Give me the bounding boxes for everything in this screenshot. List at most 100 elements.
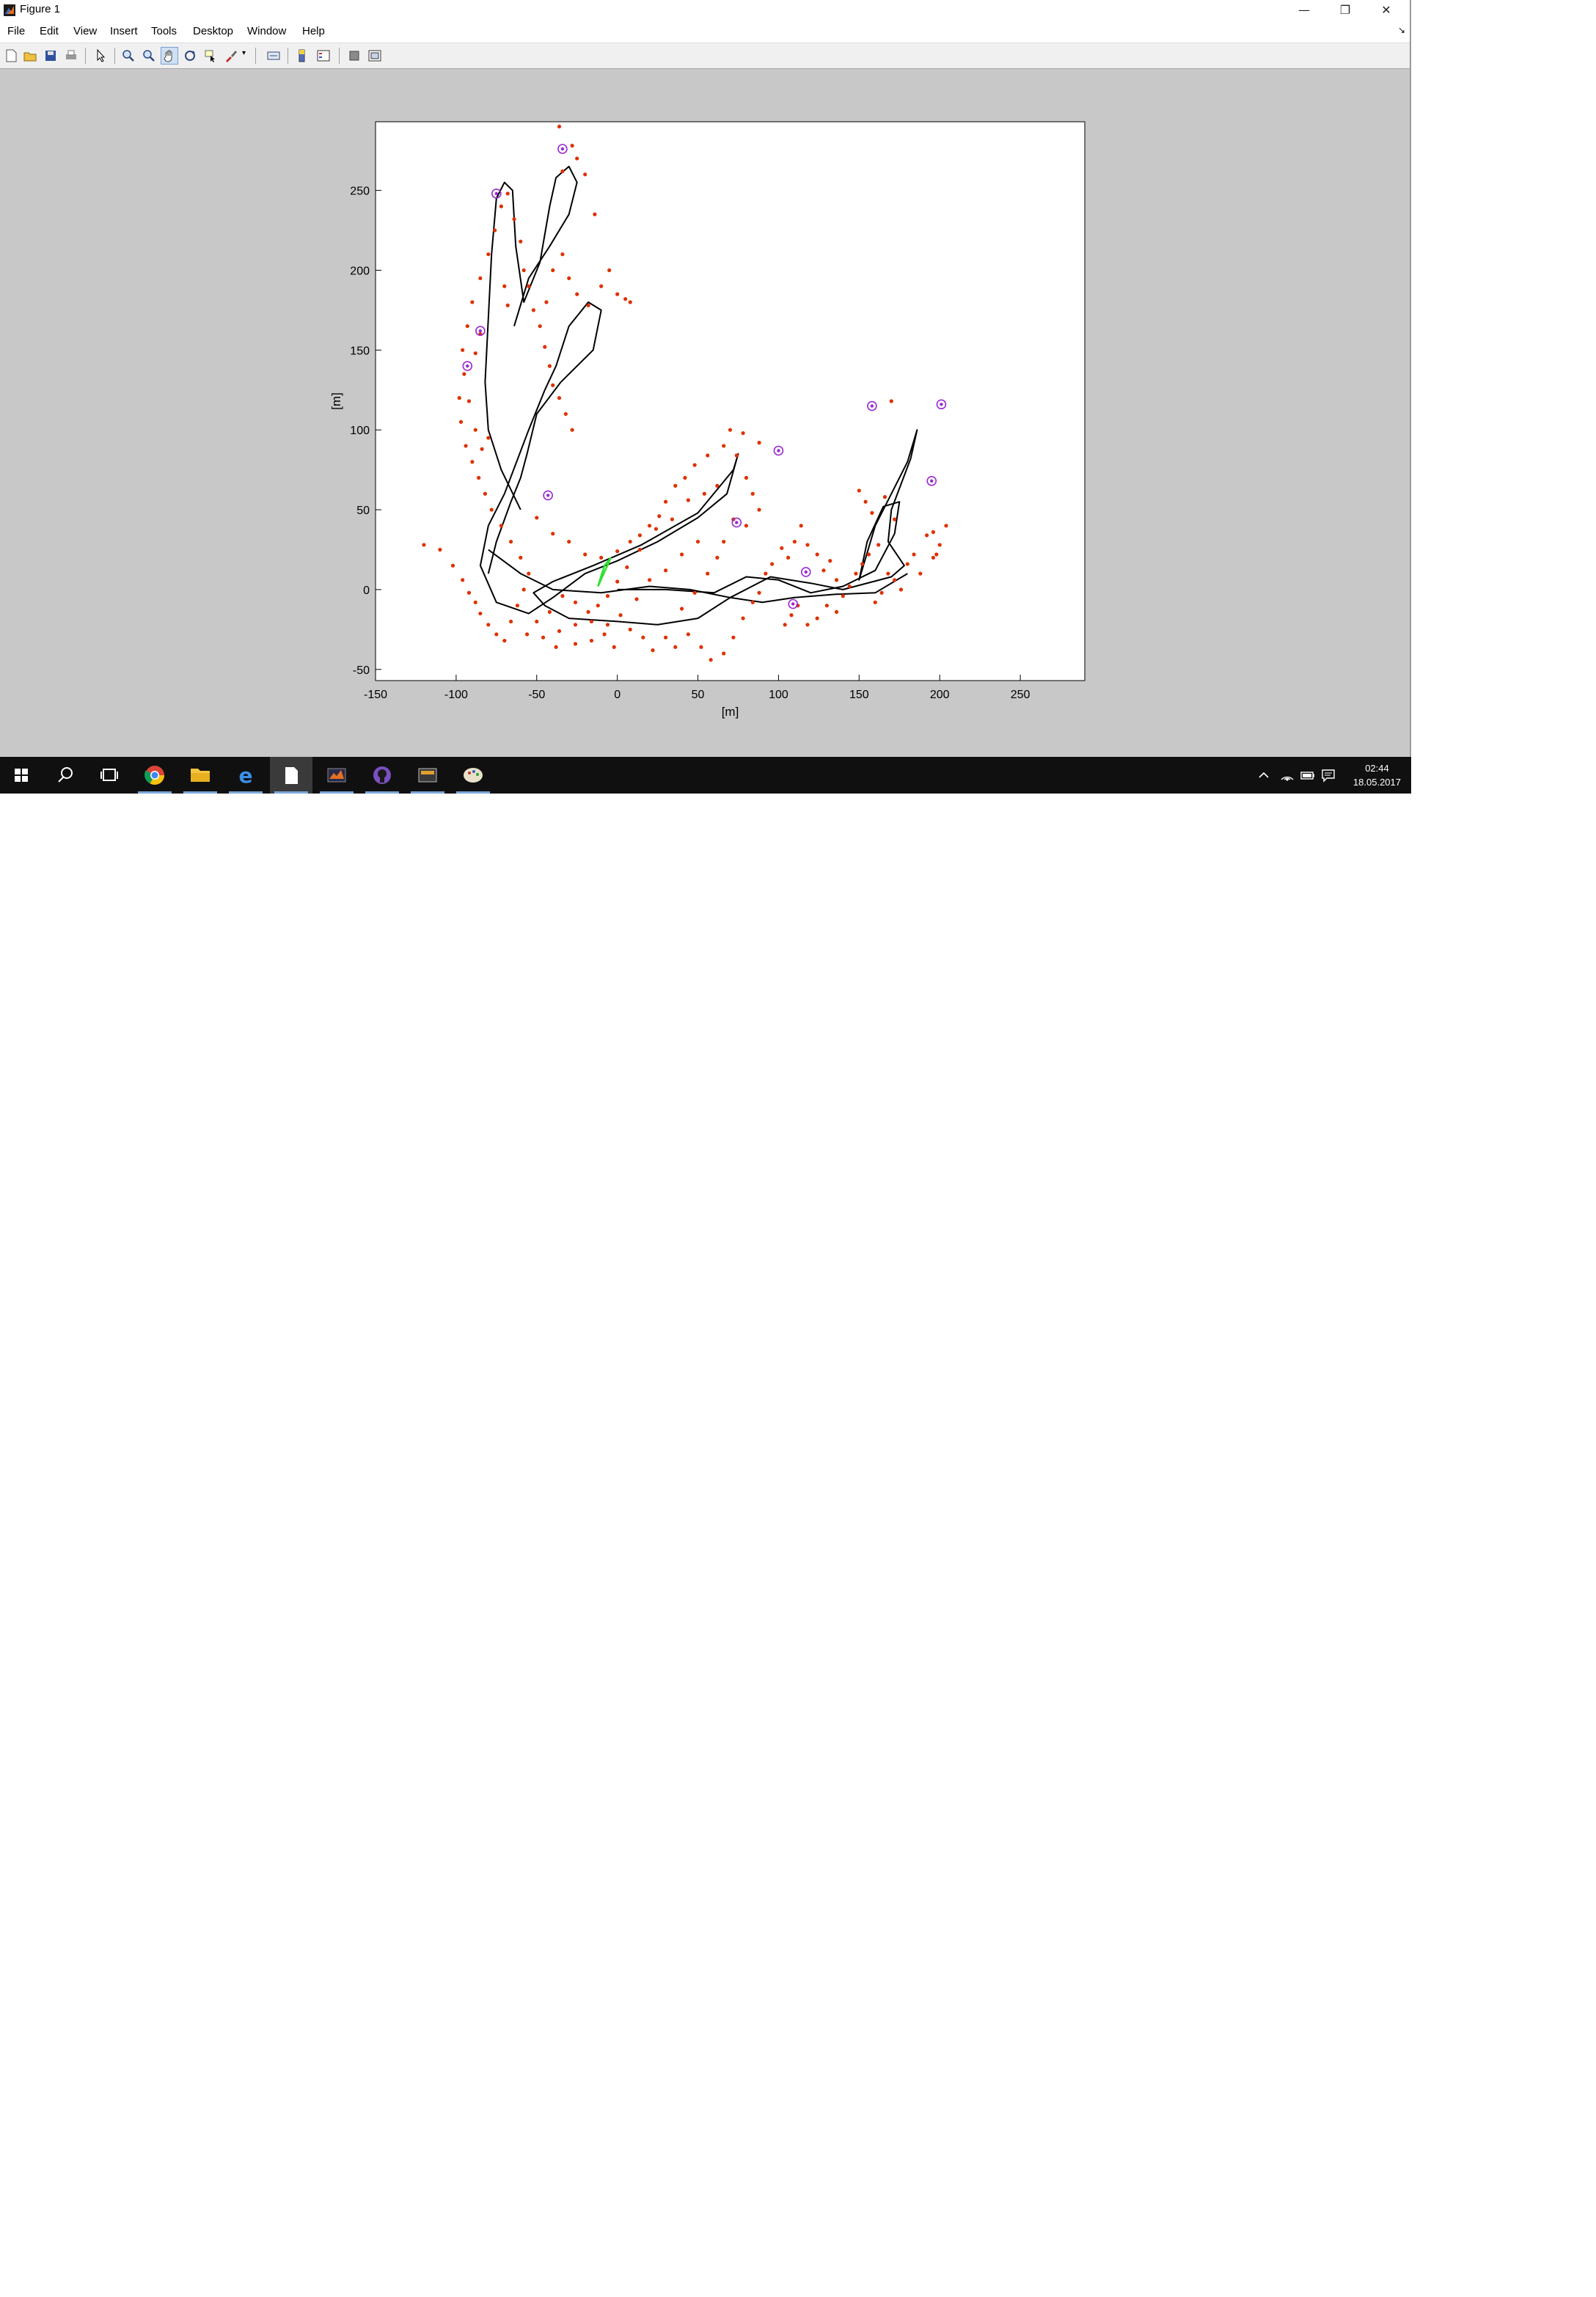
landmark-point (663, 568, 668, 573)
figure-canvas[interactable]: -150 -100 -50 0 50 100 150 200 250 -50 0 50 100 150 20… (0, 69, 1410, 757)
landmark-point (489, 508, 494, 512)
landmark-point (876, 543, 881, 547)
circled-landmark-center (466, 364, 469, 368)
landmark-point (686, 498, 690, 502)
landmark-point (651, 648, 655, 653)
landmark-point (557, 124, 562, 129)
landmark-point (757, 590, 761, 595)
landmark-point (480, 447, 484, 451)
landmark-point (543, 345, 547, 349)
taskbar-chrome[interactable] (133, 757, 176, 794)
landmark-point (905, 562, 909, 566)
y-tick-label: -50 (353, 664, 370, 677)
x-tick-label: 0 (614, 689, 621, 701)
clock[interactable]: 02:44 18.05.2017 (1353, 761, 1401, 789)
restore-button[interactable]: ❐ (1325, 0, 1366, 21)
landmark-point (722, 539, 726, 544)
battery-icon[interactable] (1300, 767, 1316, 783)
search-button[interactable] (44, 757, 87, 794)
pan-hand-icon[interactable] (161, 47, 178, 65)
x-tick-label: 100 (769, 689, 788, 701)
landmark-point (786, 555, 791, 560)
data-cursor-icon[interactable] (202, 48, 219, 64)
menu-bar: File Edit View Insert Tools Desktop Wind… (0, 21, 1410, 43)
taskbar-notepad[interactable] (270, 757, 312, 794)
tray-chevron-up-icon[interactable] (1256, 767, 1272, 783)
landmark-point (757, 441, 761, 445)
circled-landmark-center (735, 521, 739, 524)
taskbar-edge[interactable]: e (224, 757, 267, 794)
landmark-point (509, 619, 513, 624)
menu-desktop[interactable]: Desktop (193, 25, 234, 37)
landmark-point (509, 539, 513, 544)
landmark-point (799, 524, 803, 528)
hide-plot-tools-icon[interactable] (346, 48, 362, 64)
show-plot-tools-icon[interactable] (367, 48, 383, 64)
zoom-in-icon[interactable] (120, 48, 136, 64)
insert-legend-icon[interactable] (315, 48, 332, 64)
menu-insert[interactable]: Insert (110, 25, 138, 37)
menu-file[interactable]: File (7, 25, 26, 37)
landmark-point (805, 623, 810, 627)
zoom-out-icon[interactable] (141, 48, 157, 64)
new-figure-icon[interactable] (3, 48, 19, 64)
landmark-point (931, 530, 936, 535)
landmark-point (615, 579, 620, 584)
network-icon[interactable] (1279, 767, 1295, 783)
task-view-button[interactable] (88, 757, 131, 794)
matlab-icon (327, 768, 346, 783)
landmark-point (750, 491, 755, 496)
action-center-icon[interactable] (1320, 767, 1336, 783)
chrome-icon (144, 766, 165, 785)
landmark-point (815, 616, 819, 620)
menu-tools[interactable]: Tools (151, 25, 177, 37)
title-bar[interactable]: Figure 1 — ❐ ✕ (0, 0, 1410, 21)
menu-edit[interactable]: Edit (40, 25, 59, 37)
landmark-point (538, 324, 542, 329)
rotate-3d-icon[interactable] (182, 48, 198, 64)
taskbar-file-explorer[interactable] (179, 757, 222, 794)
minimize-button[interactable]: — (1284, 0, 1325, 21)
vehicle-marker (597, 557, 612, 587)
start-button[interactable] (0, 757, 43, 794)
landmark-point (692, 463, 697, 467)
close-icon: ✕ (1381, 3, 1391, 17)
landmark-point (551, 532, 555, 536)
landmark-point (477, 475, 481, 480)
close-button[interactable]: ✕ (1366, 0, 1407, 21)
landmark-point (944, 524, 948, 528)
menu-window[interactable]: Window (247, 25, 287, 37)
taskbar-paint[interactable] (452, 757, 494, 794)
landmark-point (473, 351, 477, 356)
landmark-point (483, 491, 488, 496)
menu-help[interactable]: Help (302, 25, 325, 37)
landmark-point (462, 372, 466, 376)
landmark-point (692, 590, 697, 595)
open-file-icon[interactable] (22, 48, 38, 64)
landmark-point (670, 517, 674, 521)
dock-arrow-icon[interactable]: ↘ (1397, 25, 1405, 35)
landmark-point (625, 565, 629, 570)
landmark-point (521, 587, 526, 592)
link-plot-icon[interactable] (266, 48, 282, 64)
landmark-point (478, 611, 483, 616)
save-icon[interactable] (43, 48, 59, 64)
axes-background[interactable] (375, 121, 1086, 681)
landmark-point (815, 552, 819, 557)
landmark-point (531, 308, 535, 312)
edit-plot-pointer-icon[interactable] (92, 48, 109, 64)
insert-colorbar-icon[interactable] (295, 48, 311, 64)
windows-taskbar: e 02:44 18.05.2017 (0, 757, 1411, 794)
landmark-point (893, 517, 897, 521)
menu-view[interactable]: View (73, 25, 98, 37)
landmark-point (515, 604, 520, 608)
landmark-point (715, 555, 720, 560)
brush-icon[interactable] (223, 48, 239, 64)
landmark-point (679, 607, 684, 611)
taskbar-github[interactable] (361, 757, 403, 794)
print-icon[interactable] (63, 48, 79, 64)
landmark-point (789, 613, 794, 618)
brush-dropdown-arrow-icon[interactable]: ▾ (242, 49, 246, 57)
taskbar-matlab[interactable] (315, 757, 358, 794)
taskbar-terminal[interactable] (406, 757, 449, 794)
